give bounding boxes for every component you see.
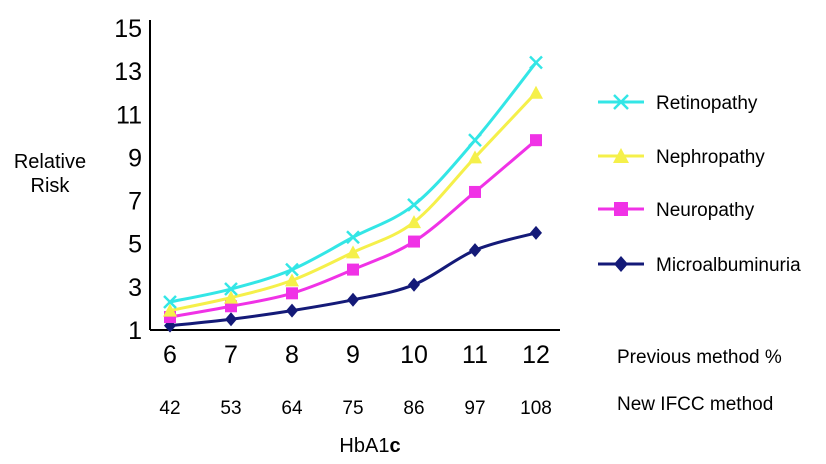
diamond-marker [408, 277, 420, 292]
x-secondary-tick-label: 86 [403, 398, 424, 419]
legend-label-neuropathy: Neuropathy [656, 200, 755, 221]
x-secondary-tick-label: 64 [281, 398, 303, 419]
y-tick-label: 3 [128, 274, 142, 302]
legend-label-microalbuminuria: Microalbuminuria [656, 255, 801, 276]
x-marker-stroke [468, 133, 482, 148]
diamond-marker [469, 243, 481, 258]
x-marker [613, 94, 629, 110]
x-tick-label: 8 [285, 341, 299, 369]
legend-label-retinopathy: Retinopathy [656, 93, 758, 114]
x-secondary-tick-label: 75 [342, 398, 363, 419]
legend: Retinopathy Nephropathy Neuropathy Microalb… [598, 93, 801, 276]
legend-label-nephropathy: Nephropathy [656, 147, 765, 168]
diamond-marker [530, 225, 542, 240]
triangle-marker [407, 215, 421, 229]
y-axis-label-line-1: Relative [13, 151, 87, 173]
square-marker [614, 202, 628, 216]
triangle-marker [529, 85, 543, 99]
x-marker [163, 295, 177, 309]
diamond-marker [286, 303, 298, 318]
y-tick-label: 15 [114, 15, 142, 43]
x-marker [529, 55, 543, 70]
y-tick-label: 7 [128, 188, 142, 216]
y-tick-label: 5 [128, 231, 142, 259]
square-marker [469, 185, 481, 198]
x-secondary-tick-label: 97 [464, 398, 485, 419]
series-lines [169, 61, 538, 328]
x-marker [224, 282, 238, 296]
x-marker-stroke [285, 262, 299, 277]
triangle-marker [224, 290, 238, 304]
triangle-marker [468, 150, 482, 164]
triangle-marker [163, 303, 177, 317]
triangle-marker [346, 245, 360, 259]
x-marker-stroke [224, 282, 238, 296]
series-line-nephropathy [169, 91, 538, 313]
y-tick-label: 11 [116, 101, 142, 129]
x-tick-label: 9 [346, 341, 360, 369]
x-marker-stroke [407, 198, 421, 212]
chart-axes [149, 20, 560, 331]
square-marker [408, 235, 420, 248]
diamond-marker [225, 312, 237, 327]
x-marker-stroke [346, 230, 360, 245]
x-marker [285, 262, 299, 277]
x-marker-stroke [613, 94, 629, 110]
x-marker [346, 230, 360, 245]
y-axis-label-line-2: Risk [30, 175, 70, 197]
square-marker [286, 287, 298, 300]
y-tick-label: 9 [128, 144, 142, 172]
x-secondary-tick-label: 42 [159, 398, 180, 419]
x-secondary-tick-label: 108 [520, 398, 552, 419]
x-tick-label: 11 [462, 341, 488, 369]
x-marker-stroke [163, 295, 177, 309]
y-tick-label: 13 [114, 58, 142, 86]
x-marker-stroke [529, 55, 543, 70]
x-tick-label: 6 [163, 341, 177, 369]
diamond-marker [347, 292, 359, 307]
y-axis-label: Relative Risk [2, 150, 98, 198]
square-marker [530, 134, 542, 147]
previous-method-label: Previous method % [617, 347, 782, 368]
y-tick-label: 1 [128, 317, 142, 345]
ifcc-method-label: New IFCC method [617, 394, 774, 415]
x-secondary-tick-label: 53 [220, 398, 241, 419]
x-axis-label-main: HbA1 [339, 435, 389, 457]
x-tick-label: 10 [400, 341, 428, 369]
diamond-marker [614, 256, 628, 272]
x-marker [468, 133, 482, 148]
x-tick-label: 7 [224, 341, 238, 369]
x-axis-label-suffix: c [389, 435, 400, 457]
triangle-marker [613, 148, 629, 163]
x-marker [407, 198, 421, 212]
x-axis-label: HbA1c [339, 435, 400, 457]
series-markers [163, 55, 543, 333]
triangle-marker [285, 273, 299, 287]
square-marker [347, 263, 359, 276]
x-tick-label: 12 [522, 341, 550, 369]
